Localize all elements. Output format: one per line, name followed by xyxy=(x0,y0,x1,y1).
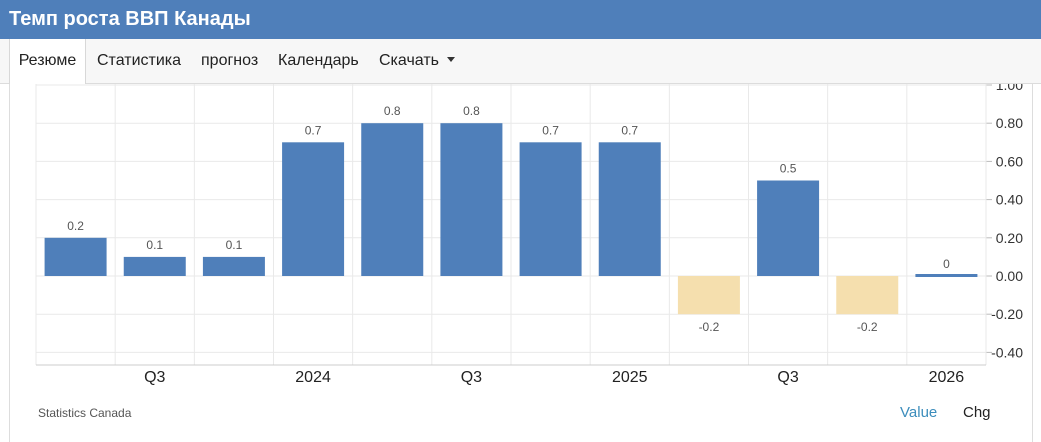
bar xyxy=(677,276,740,315)
bar-data-label: 0.5 xyxy=(780,162,797,176)
bar-data-label: -0.2 xyxy=(699,320,720,334)
y-tick-label: 0.20 xyxy=(996,230,1023,246)
gdp-bar-chart: -0.40-0.200.000.200.400.600.801.000.20.1… xyxy=(35,84,1023,386)
bar-data-label: 0.7 xyxy=(621,123,638,137)
bar-data-label: 0 xyxy=(943,257,950,271)
chg-toggle[interactable]: Chg xyxy=(963,404,991,421)
x-tick-label: 2026 xyxy=(929,369,965,386)
bar-data-label: 0.7 xyxy=(542,123,559,137)
bar-data-label: 0.8 xyxy=(463,104,480,118)
y-tick-label: 0.40 xyxy=(996,192,1023,208)
x-tick-label: Q3 xyxy=(144,369,165,386)
bar xyxy=(440,123,503,276)
bar xyxy=(123,256,186,276)
caret-down-icon xyxy=(447,57,455,62)
bar-data-label: 0.8 xyxy=(384,104,401,118)
tab-statistics[interactable]: Статистика xyxy=(97,52,182,69)
bar-data-label: 0.1 xyxy=(226,238,243,252)
y-tick-label: 0.80 xyxy=(996,115,1023,131)
y-tick-label: 1.00 xyxy=(996,84,1023,93)
x-tick-label: Q3 xyxy=(461,369,482,386)
y-tick-label: -0.40 xyxy=(991,344,1023,360)
tab-summary[interactable]: Резюме xyxy=(9,39,86,84)
x-tick-label: Q3 xyxy=(777,369,798,386)
bar xyxy=(598,142,661,276)
tab-forecast[interactable]: прогноз xyxy=(201,52,259,69)
bar xyxy=(836,276,899,315)
bar xyxy=(361,123,424,276)
y-tick-label: -0.20 xyxy=(991,306,1023,322)
tab-bar: Резюме Статистика прогноз Календарь Скач… xyxy=(0,39,1041,84)
bar-data-label: -0.2 xyxy=(857,320,878,334)
download-label: Скачать xyxy=(379,52,439,69)
bar xyxy=(915,274,978,277)
bar-data-label: 0.7 xyxy=(305,123,322,137)
download-dropdown[interactable]: Скачать xyxy=(379,39,455,83)
value-toggle[interactable]: Value xyxy=(900,404,938,421)
page-title: Темп роста ВВП Канады xyxy=(0,0,1041,39)
bar-data-label: 0.1 xyxy=(146,238,163,252)
y-tick-label: 0.00 xyxy=(996,268,1023,284)
bar xyxy=(44,237,107,276)
y-tick-label: 0.60 xyxy=(996,153,1023,169)
bar xyxy=(202,256,265,276)
bar-data-label: 0.2 xyxy=(67,219,84,233)
bar xyxy=(757,180,820,276)
x-tick-label: 2024 xyxy=(295,369,331,386)
x-tick-label: 2025 xyxy=(612,369,648,386)
chart-card: -0.40 -0.20 0.00 0.20 0.40 0.60 0.80 1.00 0.2 0.1… xyxy=(9,84,1033,442)
bar xyxy=(282,142,345,276)
tab-calendar[interactable]: Календарь xyxy=(278,52,359,69)
source-label: Statistics Canada xyxy=(38,406,132,420)
bar xyxy=(519,142,582,276)
